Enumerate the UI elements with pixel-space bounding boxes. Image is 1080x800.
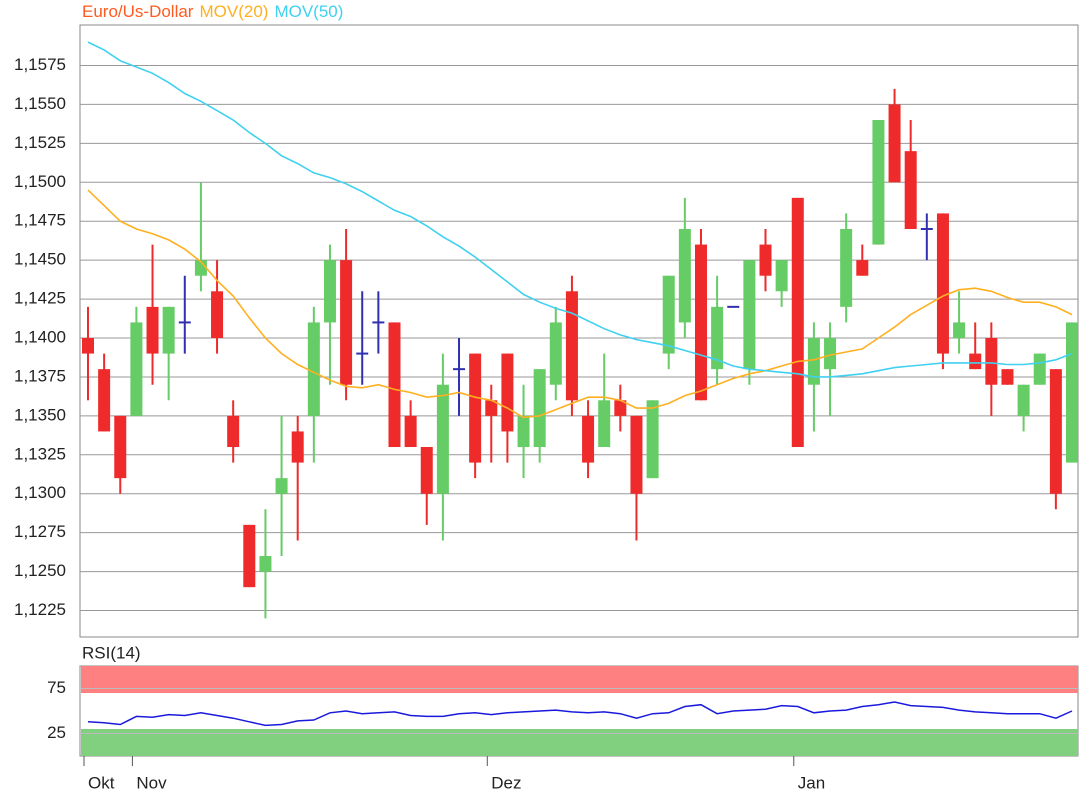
candle-body <box>646 400 659 479</box>
candle-body <box>759 244 772 276</box>
y-tick-label: 1,1375 <box>14 366 66 385</box>
candle-body <box>404 415 417 448</box>
y-tick-label: 1,1475 <box>14 211 66 230</box>
y-tick-label: 1,1275 <box>14 522 66 541</box>
legend-entry: MOV(50) <box>274 2 343 21</box>
candle-body <box>840 229 853 307</box>
candle-body <box>436 384 449 494</box>
y-tick-label: 1,1550 <box>14 94 66 113</box>
candle-body <box>630 415 643 494</box>
candle-body <box>98 369 111 432</box>
y-tick-label: 1,1225 <box>14 600 66 619</box>
candle-body <box>565 291 578 401</box>
legend-entry: Euro/Us-Dollar <box>82 2 194 21</box>
y-tick-label: 75 <box>47 678 66 697</box>
y-tick-label: 1,1400 <box>14 327 66 346</box>
candle-body <box>549 322 562 385</box>
candle-body <box>227 415 240 448</box>
candle-body <box>1049 369 1062 494</box>
candle-body <box>259 556 272 572</box>
candle-body <box>243 524 256 588</box>
y-tick-label: 1,1350 <box>14 405 66 424</box>
candle-body <box>420 447 433 494</box>
candle-body <box>985 338 998 385</box>
candle-body <box>824 338 837 370</box>
candle-body <box>388 322 401 448</box>
candle-body <box>211 291 224 339</box>
candle-body <box>114 415 127 479</box>
moving-average-line <box>87 41 1073 378</box>
candle-body <box>469 353 482 463</box>
candle-body <box>1001 369 1014 385</box>
candle-body <box>291 431 304 463</box>
y-tick-label: 1,1325 <box>14 444 66 463</box>
candle-body <box>694 244 707 401</box>
y-tick-label: 1,1450 <box>14 250 66 269</box>
candle-body <box>662 275 675 354</box>
candle-body <box>162 306 175 354</box>
candle-body <box>953 322 966 339</box>
x-tick-label: Nov <box>136 773 167 792</box>
candle-body <box>775 260 788 292</box>
candle-body <box>82 338 94 354</box>
candle-body <box>791 197 804 448</box>
candle-body <box>517 415 530 448</box>
candle-body <box>904 151 917 229</box>
candle-body <box>888 104 901 183</box>
y-tick-label: 1,1500 <box>14 172 66 191</box>
candle-body <box>130 322 143 416</box>
y-tick-label: 1,1250 <box>14 561 66 580</box>
moving-average-line <box>87 189 1073 419</box>
legend-entry: MOV(20) <box>199 2 268 21</box>
candle-body <box>582 415 595 463</box>
candle-body <box>711 306 724 370</box>
price-plot-area <box>79 24 1079 638</box>
candle-body <box>678 229 691 323</box>
candle-body <box>969 353 982 370</box>
candle-body <box>146 306 159 354</box>
chart-layer: 1,1225 1,1250 1,1275 1,1300 1,1325 1,1350 1,13… <box>14 2 1078 792</box>
candle-body <box>807 338 820 385</box>
candle-body <box>501 353 514 432</box>
legend: Euro/Us-Dollar MOV(20) MOV(50) <box>82 2 343 21</box>
candle-body <box>340 260 353 385</box>
candle-body <box>275 478 288 494</box>
candle-body <box>743 260 756 370</box>
rsi-line <box>87 701 1073 727</box>
y-tick-label: 1,1425 <box>14 289 66 308</box>
candle-body <box>323 260 336 323</box>
x-tick-label: Okt <box>88 773 115 792</box>
candle-body <box>1017 384 1030 416</box>
candle-body <box>1066 322 1078 463</box>
x-tick-label: Jan <box>798 773 825 792</box>
candle-body <box>614 400 627 416</box>
y-tick-label: 25 <box>47 723 66 742</box>
candle-body <box>485 400 498 416</box>
candle-body <box>872 119 885 245</box>
x-tick-label: Dez <box>491 773 521 792</box>
panel-title: RSI(14) <box>82 643 141 662</box>
candle-body <box>856 260 869 276</box>
y-tick-label: 1,1575 <box>14 55 66 74</box>
y-tick-label: 1,1300 <box>14 483 66 502</box>
y-tick-label: 1,1525 <box>14 133 66 152</box>
candle-body <box>533 369 546 448</box>
candle-body <box>598 400 611 448</box>
candle-body <box>936 213 949 354</box>
candle-body <box>1033 353 1046 385</box>
candle-body <box>307 322 320 416</box>
